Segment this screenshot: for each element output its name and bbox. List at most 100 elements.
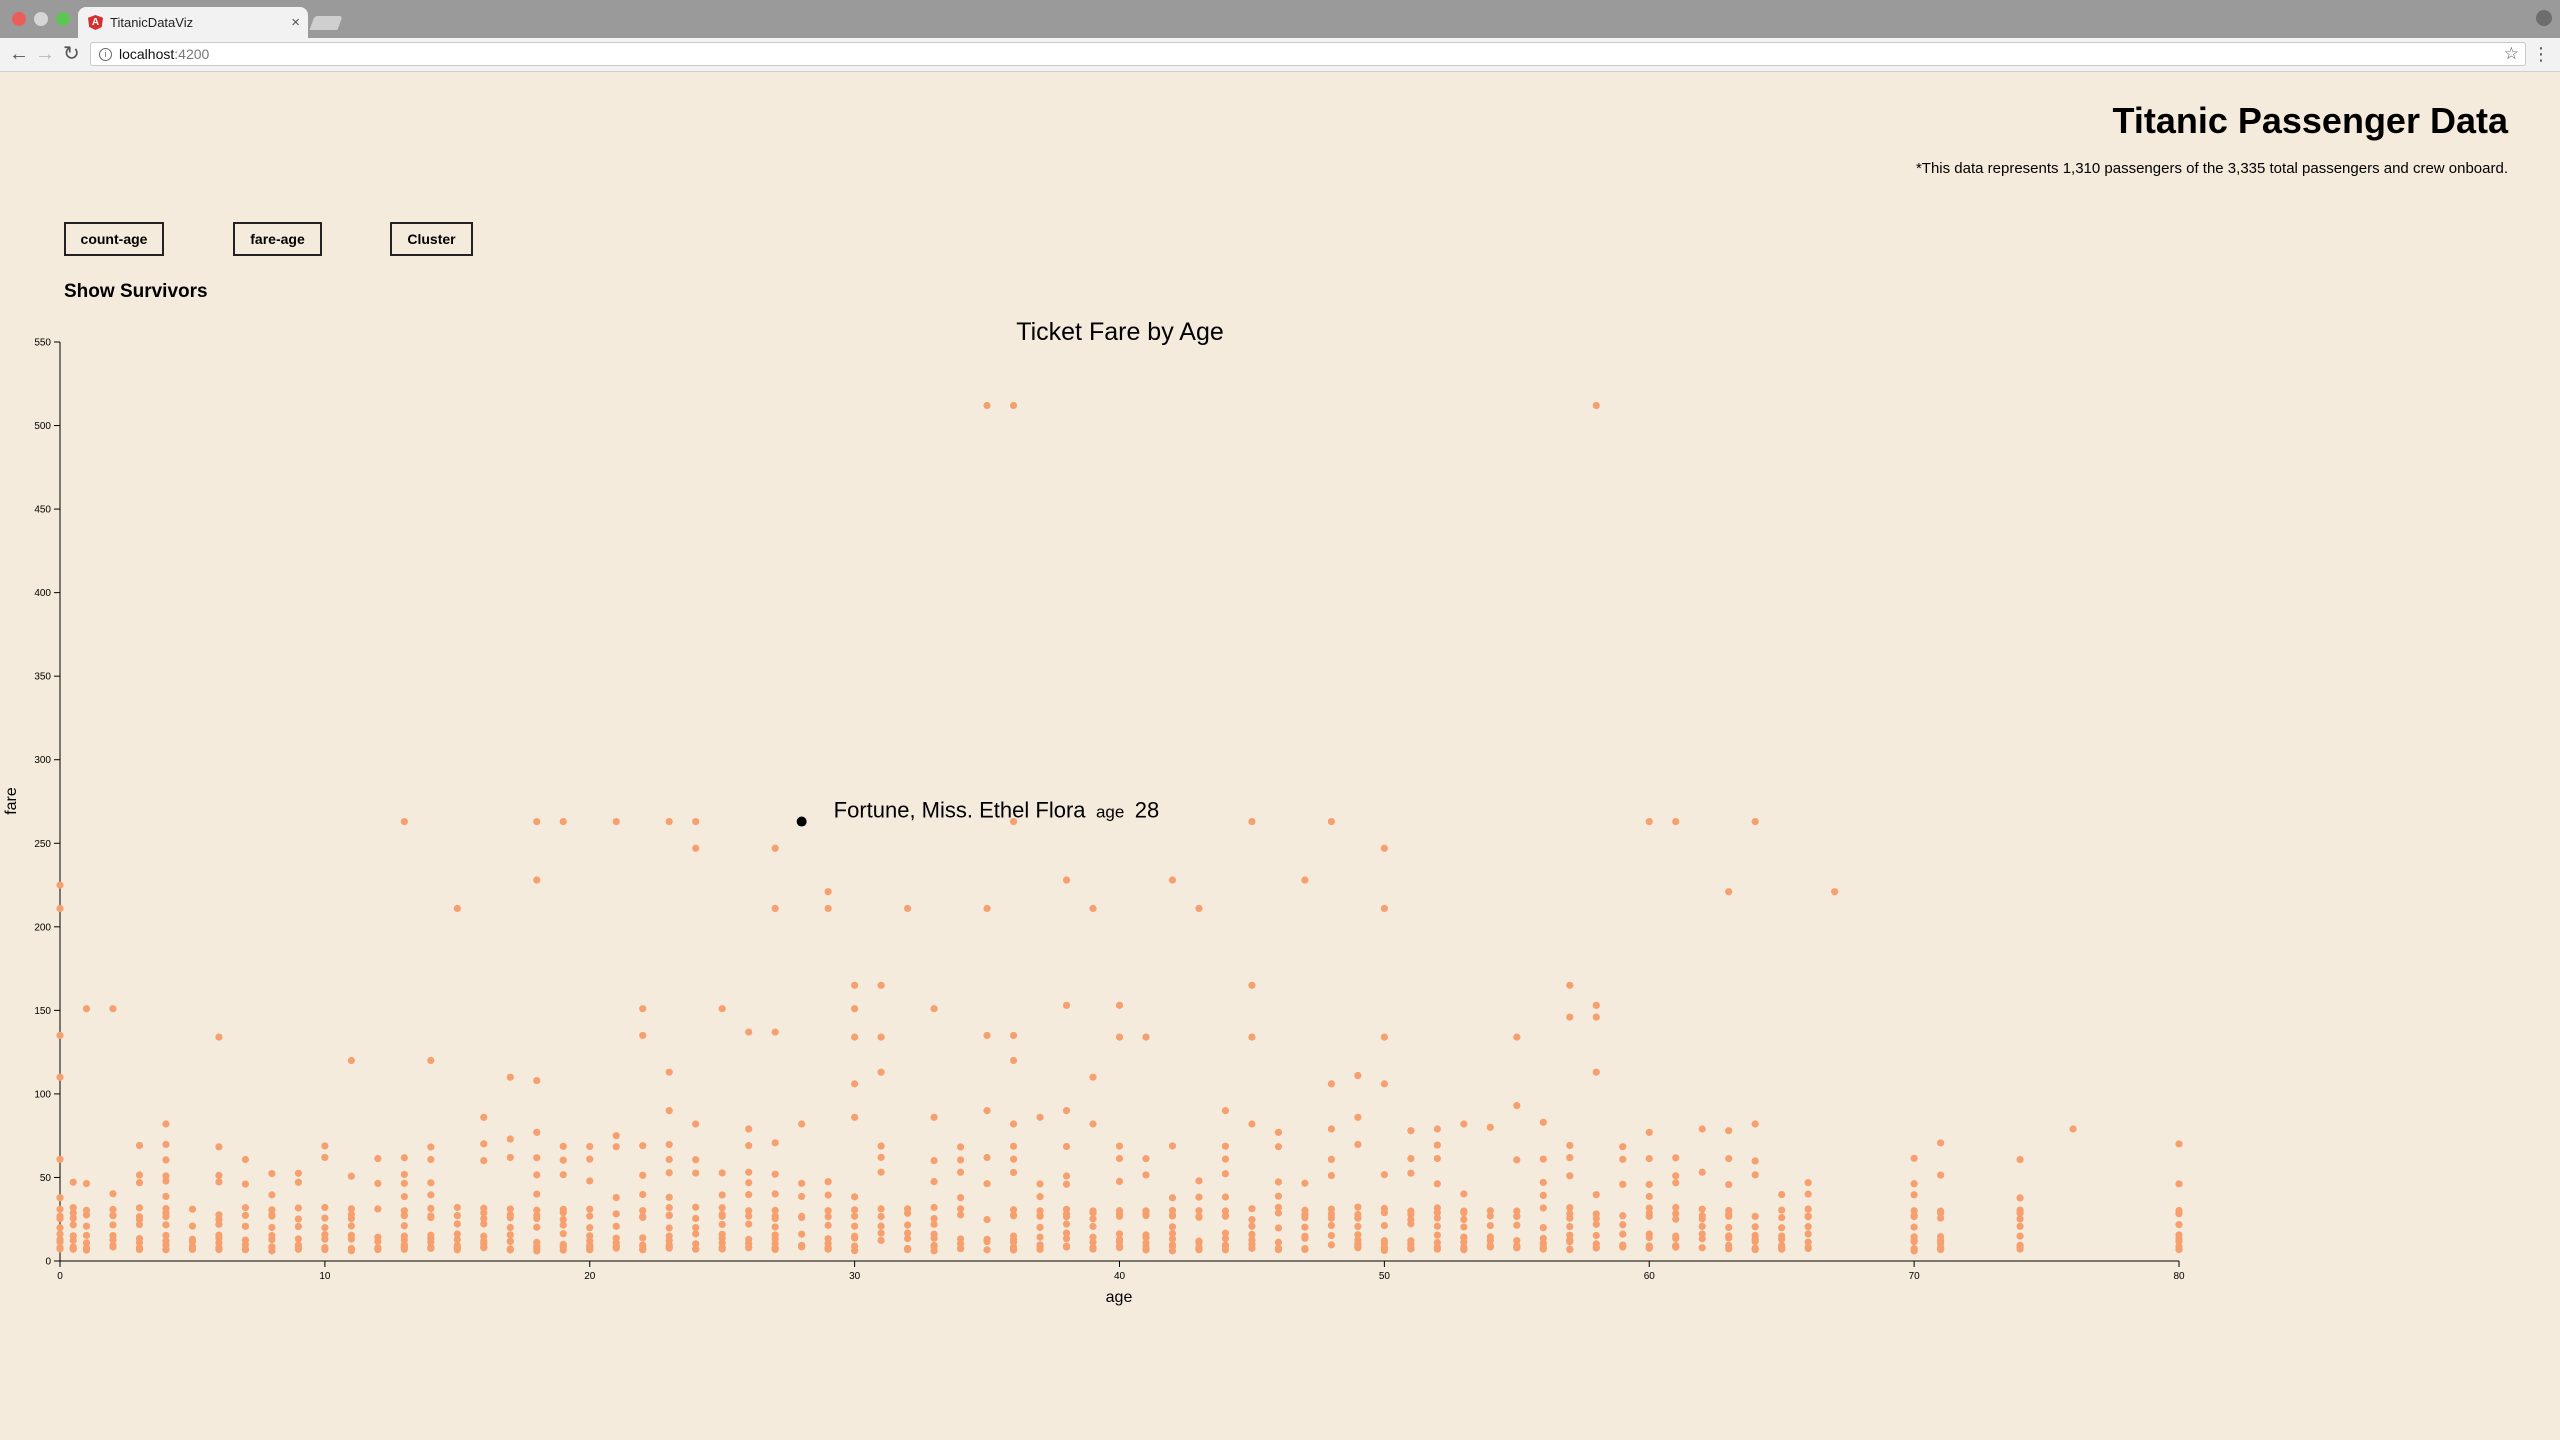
data-point — [56, 1224, 64, 1232]
highlighted-point[interactable] — [796, 816, 807, 827]
cluster-button[interactable]: Cluster — [390, 222, 473, 256]
data-point — [956, 1194, 965, 1202]
data-point — [1380, 904, 1388, 913]
data-point — [824, 1213, 832, 1221]
data-point — [109, 1221, 117, 1229]
data-point — [586, 1155, 594, 1163]
data-point — [268, 1243, 276, 1251]
data-point — [1804, 1243, 1812, 1251]
data-point — [506, 1237, 514, 1245]
data-point — [1089, 1207, 1097, 1215]
data-point — [1910, 1233, 1918, 1241]
new-tab-button[interactable] — [309, 16, 343, 30]
data-point — [1301, 1244, 1309, 1253]
data-point — [1354, 1203, 1362, 1211]
y-tick-label: 0 — [45, 1257, 51, 1268]
data-point — [1221, 1170, 1230, 1178]
data-point — [612, 1193, 620, 1202]
data-point — [56, 1194, 64, 1202]
data-point — [692, 1240, 700, 1248]
data-point — [639, 1005, 647, 1013]
data-point — [215, 1231, 223, 1239]
tab-close-icon[interactable]: × — [291, 14, 300, 31]
data-point — [559, 1221, 567, 1229]
count-age-button[interactable]: count-age — [64, 222, 164, 256]
data-point — [2016, 1206, 2024, 1214]
data-point — [956, 1143, 965, 1151]
data-point — [1089, 1073, 1097, 1081]
data-point — [1009, 1120, 1018, 1128]
data-point — [745, 1212, 753, 1220]
browser-menu-icon[interactable]: ⋮ — [2532, 44, 2550, 64]
back-icon[interactable]: ← — [9, 43, 29, 65]
data-point — [824, 888, 832, 896]
data-point — [1539, 1155, 1547, 1163]
data-point — [268, 1191, 276, 1199]
info-icon[interactable]: i — [99, 48, 112, 61]
data-point — [82, 1231, 91, 1239]
data-point — [851, 1242, 859, 1250]
data-point — [1354, 1140, 1362, 1149]
data-point — [1672, 1232, 1680, 1240]
data-point — [347, 1056, 355, 1065]
profile-icon[interactable] — [2536, 10, 2552, 26]
data-point — [1460, 1233, 1468, 1241]
data-point — [1248, 1205, 1256, 1213]
data-point — [1672, 1154, 1680, 1162]
x-tick-label: 70 — [1909, 1271, 1921, 1282]
data-point — [506, 1245, 514, 1253]
bookmark-star-icon[interactable]: ☆ — [2503, 44, 2519, 63]
data-point — [586, 1142, 594, 1151]
data-point — [400, 817, 408, 826]
data-point — [1301, 1232, 1309, 1240]
data-point — [427, 1143, 435, 1151]
data-point — [1513, 1221, 1521, 1229]
data-point — [1619, 1230, 1627, 1238]
data-point — [1460, 1120, 1468, 1128]
data-point — [241, 1155, 250, 1164]
data-point — [1327, 1241, 1335, 1249]
data-point — [241, 1236, 250, 1244]
fare-age-button[interactable]: fare-age — [233, 222, 322, 256]
data-point — [69, 1178, 77, 1186]
data-point — [1036, 1233, 1044, 1241]
data-point — [1566, 1204, 1574, 1212]
data-point — [2175, 1206, 2183, 1215]
forward-icon[interactable]: → — [35, 43, 55, 65]
data-point — [506, 1223, 514, 1232]
data-point — [56, 1230, 64, 1238]
data-point — [1672, 1172, 1680, 1180]
data-point — [904, 1245, 912, 1254]
data-point — [1433, 1125, 1441, 1133]
browser-tab[interactable]: A TitanicDataViz × — [78, 7, 308, 38]
data-point — [718, 1245, 726, 1253]
data-point — [559, 1142, 567, 1150]
data-point — [771, 1028, 779, 1036]
reload-icon[interactable]: ↻ — [63, 43, 80, 65]
data-point — [480, 1157, 488, 1165]
show-survivors-toggle[interactable]: Show Survivors — [64, 281, 208, 302]
window-maximize-button[interactable] — [56, 12, 70, 26]
data-point — [1036, 1193, 1044, 1201]
data-point — [692, 1214, 700, 1223]
data-point — [480, 1113, 488, 1121]
data-point — [480, 1215, 488, 1223]
data-point — [480, 1232, 488, 1240]
data-point — [1937, 1207, 1945, 1215]
data-point — [1009, 1232, 1018, 1240]
data-point — [533, 876, 541, 884]
data-point — [1274, 1224, 1283, 1232]
data-point — [1115, 1154, 1124, 1163]
address-bar[interactable]: i localhost:4200 ☆ — [90, 42, 2526, 66]
data-point — [851, 1005, 859, 1013]
window-close-button[interactable] — [12, 12, 26, 26]
data-point — [983, 1246, 991, 1254]
data-point — [1248, 1230, 1256, 1238]
data-point — [1698, 1222, 1706, 1230]
window-minimize-button[interactable] — [34, 12, 48, 26]
data-point — [1062, 1142, 1071, 1151]
data-point — [1380, 1033, 1388, 1041]
data-point — [1831, 888, 1839, 896]
data-point — [1327, 1231, 1335, 1240]
data-point — [2016, 1241, 2024, 1249]
